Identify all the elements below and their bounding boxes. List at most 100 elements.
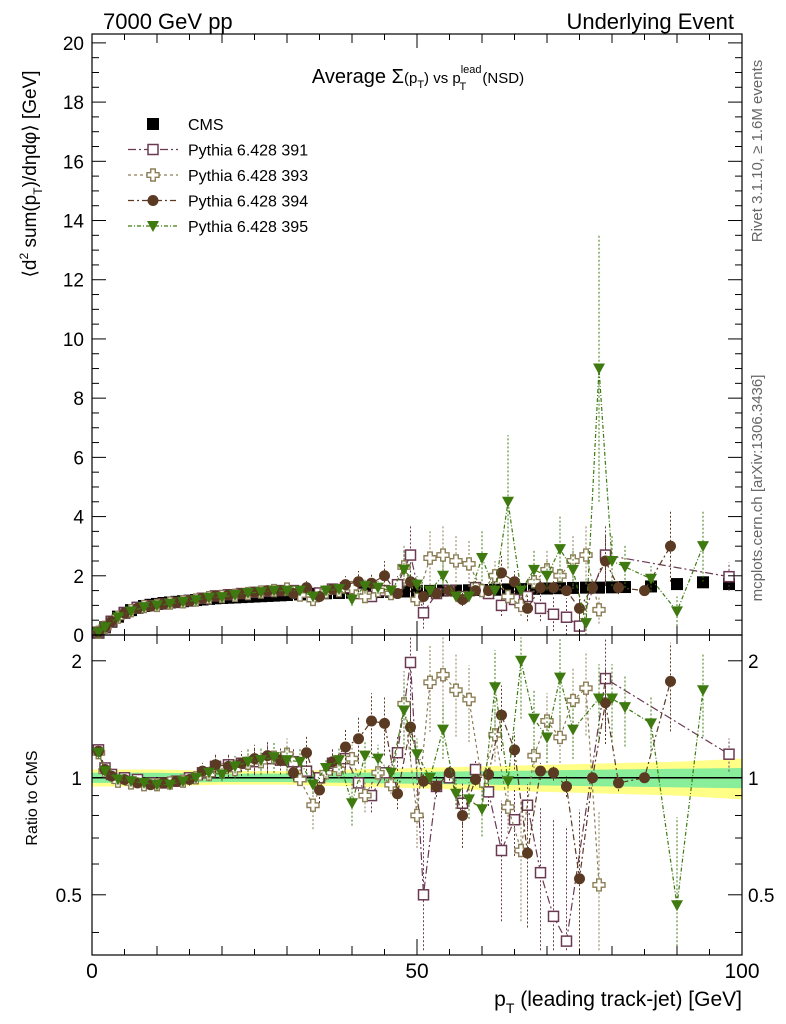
legend-marker-cms <box>147 118 159 130</box>
main-plot-title: Average Σ(pT) vs plead T (NSD) <box>312 64 524 93</box>
point-p393 <box>592 603 606 617</box>
point-p395 <box>645 573 657 585</box>
ylabel-rest: )/dηdφ⟩ [GeV] <box>20 71 41 188</box>
point-p395 <box>112 612 124 624</box>
ratio-point-p395 <box>593 693 605 705</box>
ratio-ytick-label-right: 0.5 <box>748 886 774 907</box>
ylabel-bracket-d: ⟨d <box>20 260 41 278</box>
point-p395 <box>567 564 579 576</box>
point-p395 <box>190 595 202 607</box>
ratio-point-p394 <box>535 765 546 777</box>
main-ytick-label: 18 <box>63 93 84 114</box>
point-p394 <box>613 582 624 594</box>
ratio-point-p394 <box>353 733 364 745</box>
ratio-point-p394 <box>301 747 312 759</box>
ratio-point-p395 <box>502 776 514 788</box>
ratio-point-p393 <box>566 693 580 708</box>
point-p395 <box>554 544 566 556</box>
point-p395 <box>398 564 410 576</box>
ratio-point-p391 <box>723 748 735 760</box>
point-p395 <box>125 606 137 618</box>
ratio-point-p391 <box>482 786 495 798</box>
point-p395 <box>346 594 358 606</box>
ratio-point-p395 <box>164 779 176 791</box>
ratio-point-p395 <box>125 776 137 788</box>
point-p391 <box>547 608 560 621</box>
ratio-point-p394 <box>548 767 559 779</box>
ylabel-sum-p: sum(p <box>20 195 41 253</box>
ratio-point-p395 <box>346 798 358 810</box>
point-p395 <box>151 600 163 612</box>
point-p395 <box>502 496 514 508</box>
title-pt-open: (p <box>404 70 417 87</box>
ratio-axis-ticks: 0.5 0.5 1 1 2 2 0 50 100 <box>56 635 774 983</box>
ratio-point-p395 <box>437 724 449 736</box>
ratio-point-p393 <box>449 683 463 697</box>
ratio-point-p395 <box>281 755 293 767</box>
ratio-point-p395 <box>450 788 462 800</box>
ratio-point-p394 <box>600 697 611 709</box>
legend-label-p391: Pythia 6.428 391 <box>188 143 308 160</box>
ratio-point-p391 <box>417 889 430 901</box>
ratio-data-layer <box>92 637 735 951</box>
point-p395 <box>138 602 150 614</box>
point-p395 <box>450 591 462 603</box>
point-p393 <box>423 551 437 565</box>
point-p395 <box>385 585 397 597</box>
main-ytick-label: 6 <box>73 448 84 469</box>
point-p395 <box>528 564 540 576</box>
title-sigma: Σ <box>392 66 404 88</box>
point-p395 <box>580 618 592 630</box>
ratio-point-p391 <box>534 866 547 879</box>
x-axis-label: pT (leading track-jet) [GeV] <box>494 988 742 1016</box>
ratio-point-p395 <box>398 705 410 717</box>
main-ytick-label: 10 <box>63 330 84 351</box>
ratio-point-p394 <box>366 715 377 727</box>
header-analysis: Underlying Event <box>566 9 734 34</box>
point-p393 <box>449 554 463 568</box>
mcplots-label: mcplots.cern.ch [arXiv:1306.3436] <box>749 375 766 602</box>
main-ytick-label: 20 <box>63 34 84 55</box>
legend-label-cms: CMS <box>188 117 224 134</box>
point-p394 <box>509 576 520 588</box>
main-data-layer <box>91 235 735 640</box>
ratio-point-p393 <box>306 798 320 812</box>
ratio-point-p394 <box>106 770 117 782</box>
ratio-point-p394 <box>210 759 221 771</box>
ratio-point-p394 <box>470 773 481 785</box>
ratio-point-p395 <box>567 724 579 736</box>
ratio-point-p395 <box>515 655 527 667</box>
point-p395 <box>424 585 436 597</box>
ratio-point-p395 <box>190 772 202 784</box>
point-p391 <box>560 611 573 623</box>
header-collision: 7000 GeV pp <box>103 9 233 34</box>
ylabel-sup-2: 2 <box>17 253 31 260</box>
ratio-point-p395 <box>372 753 384 765</box>
legend-marker-p391 <box>147 143 159 156</box>
ratio-point-p395 <box>619 702 631 714</box>
main-ytick-label: 2 <box>73 567 84 588</box>
x-tick-label: 50 <box>405 960 428 983</box>
ratio-point-p391 <box>508 813 521 826</box>
point-p395 <box>99 622 111 634</box>
ratio-line-p393 <box>97 674 600 885</box>
point-p395 <box>242 587 254 599</box>
ratio-point-p393 <box>592 878 606 892</box>
ratio-point-p393 <box>423 675 437 690</box>
ratio-point-p395 <box>99 766 111 778</box>
ratio-point-p393 <box>501 800 515 814</box>
main-ytick-label: 0 <box>73 626 84 647</box>
point-p394 <box>496 567 507 579</box>
ratio-point-p395 <box>359 750 371 762</box>
point-p395 <box>92 627 105 639</box>
ratio-ytick-label-right: 1 <box>748 769 759 790</box>
point-cms <box>697 576 709 589</box>
xlabel-sub-t: T <box>506 1000 515 1016</box>
point-p393 <box>501 589 515 604</box>
ratio-point-p394 <box>340 741 351 753</box>
point-p395 <box>229 590 241 602</box>
ratio-point-p393 <box>436 668 450 682</box>
ratio-point-p394 <box>665 675 676 687</box>
ratio-plot: 0.5 0.5 1 1 2 2 0 50 100 Ratio to CMS pT (leadin… <box>24 634 774 1016</box>
